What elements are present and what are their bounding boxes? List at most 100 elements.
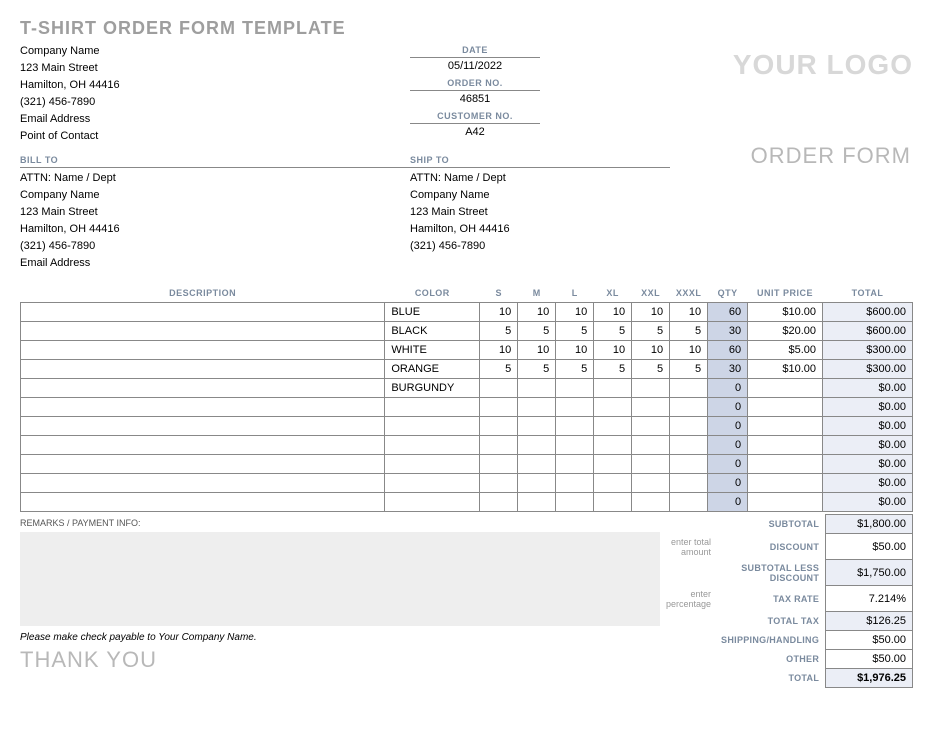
cell-xxl[interactable] [632, 493, 670, 512]
other-value[interactable]: $50.00 [826, 650, 913, 669]
cell-xxl[interactable]: 10 [632, 341, 670, 360]
cell-xxxl[interactable] [670, 417, 708, 436]
cell-m[interactable] [518, 417, 556, 436]
cell-m[interactable] [518, 474, 556, 493]
cell-desc[interactable] [21, 303, 385, 322]
cell-xxxl[interactable] [670, 398, 708, 417]
cell-color[interactable]: ORANGE [385, 360, 480, 379]
cell-unit[interactable] [748, 474, 823, 493]
cell-xxl[interactable] [632, 379, 670, 398]
cell-l[interactable]: 10 [556, 341, 594, 360]
cell-unit[interactable]: $10.00 [748, 303, 823, 322]
cell-m[interactable] [518, 379, 556, 398]
cell-m[interactable]: 5 [518, 322, 556, 341]
cell-color[interactable] [385, 493, 480, 512]
shipping-value[interactable]: $50.00 [826, 631, 913, 650]
cell-l[interactable] [556, 417, 594, 436]
cell-xl[interactable]: 10 [594, 341, 632, 360]
cell-unit[interactable]: $10.00 [748, 360, 823, 379]
cell-l[interactable] [556, 398, 594, 417]
cell-l[interactable]: 10 [556, 303, 594, 322]
cell-color[interactable]: BURGUNDY [385, 379, 480, 398]
cell-s[interactable] [480, 474, 518, 493]
cell-xl[interactable] [594, 455, 632, 474]
cell-s[interactable] [480, 417, 518, 436]
cell-unit[interactable] [748, 436, 823, 455]
cell-s[interactable] [480, 455, 518, 474]
cell-s[interactable] [480, 436, 518, 455]
cell-unit[interactable]: $20.00 [748, 322, 823, 341]
cell-xxxl[interactable]: 10 [670, 303, 708, 322]
cell-l[interactable] [556, 455, 594, 474]
cell-xl[interactable] [594, 493, 632, 512]
cell-xxxl[interactable] [670, 474, 708, 493]
cell-unit[interactable] [748, 398, 823, 417]
cell-l[interactable] [556, 474, 594, 493]
cell-l[interactable] [556, 436, 594, 455]
cell-unit[interactable]: $5.00 [748, 341, 823, 360]
cell-m[interactable]: 5 [518, 360, 556, 379]
cell-l[interactable] [556, 493, 594, 512]
cell-s[interactable]: 5 [480, 360, 518, 379]
cell-l[interactable]: 5 [556, 360, 594, 379]
cell-m[interactable]: 10 [518, 303, 556, 322]
cell-s[interactable]: 10 [480, 303, 518, 322]
cell-xxxl[interactable] [670, 379, 708, 398]
cell-xxxl[interactable]: 5 [670, 322, 708, 341]
cell-s[interactable] [480, 379, 518, 398]
cell-l[interactable] [556, 379, 594, 398]
cell-m[interactable] [518, 493, 556, 512]
cell-xxxl[interactable]: 10 [670, 341, 708, 360]
cell-xl[interactable]: 5 [594, 360, 632, 379]
cell-desc[interactable] [21, 398, 385, 417]
cell-m[interactable] [518, 398, 556, 417]
cell-xxl[interactable] [632, 474, 670, 493]
cell-xl[interactable]: 10 [594, 303, 632, 322]
cell-xl[interactable] [594, 474, 632, 493]
cell-color[interactable] [385, 455, 480, 474]
cell-color[interactable]: BLUE [385, 303, 480, 322]
cell-desc[interactable] [21, 360, 385, 379]
cell-xxxl[interactable] [670, 493, 708, 512]
cell-unit[interactable] [748, 455, 823, 474]
cell-xl[interactable]: 5 [594, 322, 632, 341]
cell-xxl[interactable] [632, 436, 670, 455]
cell-s[interactable]: 10 [480, 341, 518, 360]
cell-color[interactable]: BLACK [385, 322, 480, 341]
cell-xxl[interactable] [632, 455, 670, 474]
cell-l[interactable]: 5 [556, 322, 594, 341]
cell-xxl[interactable]: 10 [632, 303, 670, 322]
cell-desc[interactable] [21, 474, 385, 493]
cell-xxxl[interactable]: 5 [670, 360, 708, 379]
cell-desc[interactable] [21, 341, 385, 360]
cell-desc[interactable] [21, 455, 385, 474]
cell-unit[interactable] [748, 379, 823, 398]
cell-xl[interactable] [594, 398, 632, 417]
cell-unit[interactable] [748, 493, 823, 512]
cell-s[interactable]: 5 [480, 322, 518, 341]
cell-xxl[interactable]: 5 [632, 360, 670, 379]
cell-desc[interactable] [21, 436, 385, 455]
cell-m[interactable] [518, 455, 556, 474]
tax-rate-value[interactable]: 7.214% [826, 586, 913, 612]
cell-s[interactable] [480, 398, 518, 417]
cell-desc[interactable] [21, 493, 385, 512]
cell-desc[interactable] [21, 379, 385, 398]
cell-color[interactable] [385, 417, 480, 436]
cell-xl[interactable] [594, 436, 632, 455]
cell-m[interactable] [518, 436, 556, 455]
cell-desc[interactable] [21, 417, 385, 436]
discount-value[interactable]: $50.00 [826, 534, 913, 560]
cell-color[interactable] [385, 436, 480, 455]
cell-xxxl[interactable] [670, 455, 708, 474]
cell-xxl[interactable] [632, 398, 670, 417]
cell-unit[interactable] [748, 417, 823, 436]
cell-color[interactable]: WHITE [385, 341, 480, 360]
cell-xxl[interactable]: 5 [632, 322, 670, 341]
cell-xxl[interactable] [632, 417, 670, 436]
cell-xxxl[interactable] [670, 436, 708, 455]
cell-desc[interactable] [21, 322, 385, 341]
cell-xl[interactable] [594, 417, 632, 436]
cell-m[interactable]: 10 [518, 341, 556, 360]
cell-color[interactable] [385, 398, 480, 417]
